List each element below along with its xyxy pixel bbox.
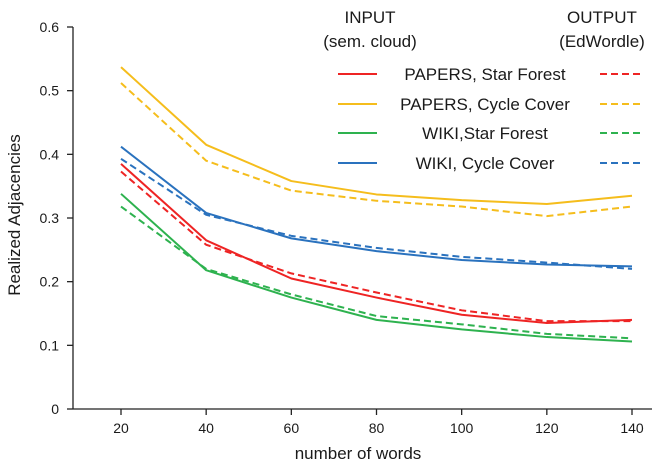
y-axis-title: Realized Adjacencies [5,134,24,296]
x-tick-label: 120 [535,420,559,436]
legend-label-wiki-star-forest: WIKI,Star Forest [422,124,548,143]
chart-axes: 0 0.1 0.2 0.3 0.4 0.5 0.6 20 40 60 80 100 120 140 [40,19,652,436]
series-line-papers-star-forest-input [120,163,633,325]
legend-header-output-line2: (EdWordle) [559,32,645,51]
x-tick-label: 140 [620,420,644,436]
y-tick-label: 0.6 [40,19,60,35]
x-tick-label: 40 [198,420,214,436]
y-tick-label: 0.3 [40,210,60,226]
legend-label-papers-star-forest: PAPERS, Star Forest [404,65,566,84]
x-tick-label: 20 [113,420,129,436]
series-line-papers-cycle-cover-input [120,66,633,205]
series-line-wiki-star-forest-input [120,193,633,343]
series-line-wiki-cycle-cover-output [120,157,633,270]
x-tick-label: 100 [450,420,474,436]
series-line-papers-star-forest-output [120,170,632,323]
x-tick-label: 80 [369,420,385,436]
legend-header-input-line1: INPUT [345,8,396,27]
x-axis-title: number of words [295,444,422,463]
series-line-wiki-cycle-cover-input [120,145,633,268]
x-tick-label: 60 [284,420,300,436]
y-tick-label: 0.5 [40,83,60,99]
y-tick-label: 0 [51,401,59,417]
series-layer [120,66,633,343]
legend-label-papers-cycle-cover: PAPERS, Cycle Cover [400,95,570,114]
legend-label-wiki-cycle-cover: WIKI, Cycle Cover [416,154,555,173]
legend-header-output-line1: OUTPUT [567,8,637,27]
legend-header-input-line2: (sem. cloud) [323,32,417,51]
y-tick-label: 0.4 [40,146,60,162]
y-tick-label: 0.2 [40,274,60,290]
chart-legend: INPUT (sem. cloud) OUTPUT (EdWordle) PAP… [323,8,645,173]
series-line-papers-cycle-cover-output [120,82,633,218]
y-tick-label: 0.1 [40,337,60,353]
series-line-wiki-star-forest-output [120,205,633,340]
